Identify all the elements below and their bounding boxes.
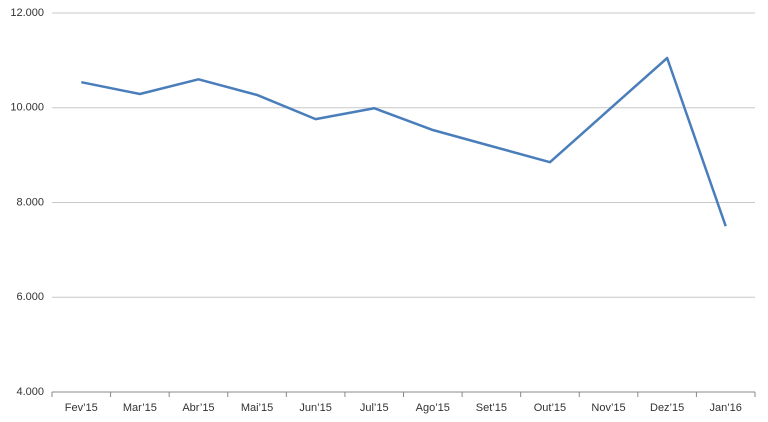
x-tick-label: Ago’15 [416,402,450,414]
y-tick-label: 8.000 [16,196,44,208]
y-tick-label: 12.000 [10,7,44,19]
y-tick-label: 6.000 [16,291,44,303]
y-tick-label: 10.000 [10,102,44,114]
x-tick-label: Dez’15 [650,402,684,414]
x-tick-label: Out’15 [534,402,566,414]
x-tick-label: Jun’15 [299,402,331,414]
x-tick-label: Fev’15 [65,402,98,414]
x-tick-label: Abr’15 [182,402,214,414]
line-series [81,56,727,227]
x-tick-label: Jul’15 [360,402,389,414]
x-tick-label: Jan’16 [709,402,741,414]
y-tick-label: 4.000 [16,386,44,398]
x-tick-label: Mai’15 [241,402,273,414]
x-tick-label: Mar’15 [123,402,157,414]
x-tick-label: Set’15 [476,402,507,414]
x-tick-label: Nov’15 [591,402,625,414]
